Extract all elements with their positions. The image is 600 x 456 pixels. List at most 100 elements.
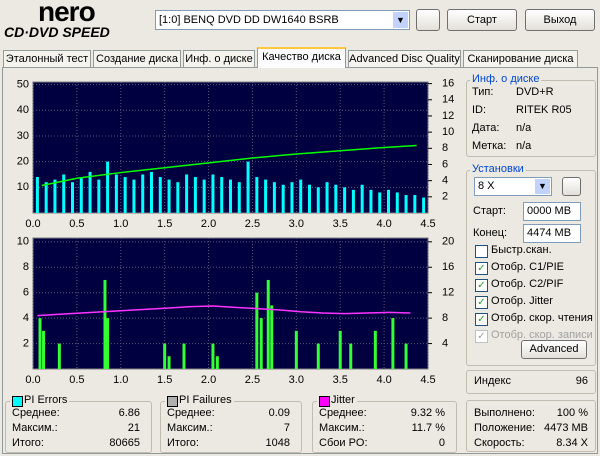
info-label: Тип: [472,86,494,98]
checkbox[interactable] [475,245,488,258]
bar [391,318,395,369]
stats-label: Максим.: [167,422,213,434]
bar [294,330,298,369]
bar [334,184,338,213]
y-tick-label: 4 [23,312,29,324]
stats-value: 80665 [109,437,140,449]
bar [255,177,259,213]
info-value: n/a [516,140,532,152]
bar [290,182,294,213]
bar [79,177,83,213]
line [37,305,411,317]
x-tick-label: 3.0 [289,374,304,386]
bar [71,182,74,213]
bar [57,343,61,369]
bar [338,330,342,369]
bar [211,343,215,369]
tab[interactable]: Создание диска [93,50,181,67]
option-label: Быстр.скан. [491,244,552,256]
drive: [1:0] BENQ DVD DD DW1640 BSRB [159,14,339,26]
progress-box [466,400,596,452]
index-value: 96 [575,375,588,387]
index-box [466,370,596,394]
stats-label: Итого: [167,437,199,449]
bar [351,189,355,213]
end-input[interactable]: 4474 MB [523,224,581,243]
progress-value: 100 % [556,407,588,419]
tab[interactable]: Advanced Disc Quality [348,50,461,67]
drive-select[interactable]: [1:0] BENQ DVD DD DW1640 BSRB ▼ [155,10,410,30]
index-label: Индекс [474,375,511,387]
checkbox[interactable]: ✓ [475,296,488,309]
progress-value: 4473 MB [543,422,588,434]
stats-title: PI Errors [10,394,70,407]
progress-label: Положение: [474,422,536,434]
bar [193,177,197,213]
start-button[interactable]: Старт [447,9,517,31]
bar [316,187,320,213]
y-tick-label: 40 [17,104,29,116]
y2-tick-label: 10 [442,126,454,138]
x-tick-label: 4.0 [376,218,391,230]
y-tick-label: 30 [17,130,29,142]
bar [42,330,46,369]
tab[interactable]: Инф. о диске [183,50,255,67]
label: Конец: [473,227,508,239]
tab[interactable]: Сканирование диска [463,50,578,67]
stats-swatch [167,396,178,407]
checkbox[interactable]: ✓ [475,262,488,275]
x-tick-label: 0.0 [25,218,40,230]
exit-button[interactable]: Выход [525,9,595,31]
bar [158,177,162,213]
info-value: RITEK R05 [516,104,572,116]
advanced-button[interactable]: Advanced [521,340,587,359]
bar [387,189,390,213]
x-tick-label: 1.5 [157,374,172,386]
bar [264,179,268,213]
option-label: Отобр. C2/PIF [491,278,564,290]
bar [270,305,274,369]
stats-label: Среднее: [319,407,367,419]
x-tick-label: 0.5 [69,374,84,386]
progress-label: Скорость: [474,437,525,449]
x-tick-label: 3.0 [289,218,304,230]
y2-tick-label: 16 [442,261,454,273]
speed-select[interactable]: 8 X ▼ [474,177,552,196]
y2-tick-label: 14 [442,94,454,106]
x-tick-label: 4.0 [376,374,391,386]
x-tick-label: 0.5 [69,218,84,230]
plot-area [32,237,429,370]
tab[interactable]: Эталонный тест [3,50,91,67]
checkbox[interactable]: ✓ [475,279,488,292]
charts: 0.0 0.5 1.0 1.5 2.0 2.5 3.0 3.5 4.0 4.5 10 20 30 40 50… [17,78,455,386]
start-input[interactable]: 0000 MB [523,202,581,221]
bar [132,179,136,213]
line [41,144,417,187]
option-label: Отобр. скор. чтения [491,312,593,324]
stats-label: Максим.: [12,422,58,434]
y-tick-label: 2 [23,337,29,349]
refresh-speed[interactable] [562,177,581,196]
bar [114,174,118,213]
bar [106,318,110,369]
refresh-drive[interactable] [416,9,440,31]
y2-tick-label: 12 [442,110,454,122]
y2-tick-label: 4 [442,337,448,349]
bar [360,184,364,213]
info-value: DVD+R [516,86,554,98]
checkbox[interactable]: ✓ [475,313,488,326]
y2-tick-label: 12 [442,287,454,299]
x-tick-label: 2.5 [245,374,260,386]
stats-label: Среднее: [167,407,215,419]
bar [259,318,263,369]
bar [246,161,250,213]
label: Старт: [473,205,506,217]
y-tick-label: 20 [17,156,29,168]
bar [88,171,92,213]
bar [349,343,353,369]
bar [369,189,373,213]
y2-tick-label: 6 [442,158,448,170]
bar [255,292,259,369]
tab[interactable]: Качество диска [257,47,346,68]
x-tick-label: 0.0 [25,374,40,386]
